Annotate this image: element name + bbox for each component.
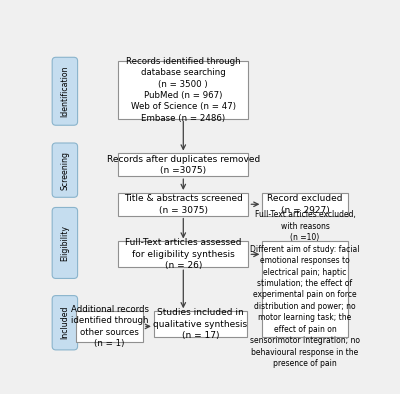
Text: Eligibility: Eligibility (60, 225, 69, 261)
Text: Full-Text articles assessed
for eligibility synthesis
(n = 26): Full-Text articles assessed for eligibil… (125, 238, 242, 270)
FancyBboxPatch shape (52, 296, 78, 350)
Text: Additional records
identified through
other sources
(n = 1): Additional records identified through ot… (71, 305, 149, 348)
Text: Included: Included (60, 306, 69, 340)
FancyBboxPatch shape (118, 193, 248, 216)
FancyBboxPatch shape (52, 208, 78, 279)
FancyBboxPatch shape (118, 154, 248, 176)
FancyBboxPatch shape (154, 311, 247, 337)
Text: Identification: Identification (60, 65, 69, 117)
FancyBboxPatch shape (76, 311, 143, 342)
FancyBboxPatch shape (262, 193, 348, 216)
FancyBboxPatch shape (118, 242, 248, 267)
FancyBboxPatch shape (52, 57, 78, 125)
Text: Full-Text articles excluded,
with reasons
(n =10)
Different aim of study: facial: Full-Text articles excluded, with reason… (250, 210, 360, 368)
FancyBboxPatch shape (118, 61, 248, 119)
Text: Records identified through
database searching
(n = 3500 )
PubMed (n = 967)
Web o: Records identified through database sear… (126, 57, 241, 123)
Text: Screening: Screening (60, 151, 69, 190)
Text: Studies included in
qualitative synthesis
(n = 17): Studies included in qualitative synthesi… (153, 308, 248, 340)
Text: Title & abstracts screened
(n = 3075): Title & abstracts screened (n = 3075) (124, 194, 243, 214)
FancyBboxPatch shape (52, 143, 78, 197)
FancyBboxPatch shape (262, 242, 348, 337)
Text: Records after duplicates removed
(n =3075): Records after duplicates removed (n =307… (107, 154, 260, 175)
Text: Record excluded
(n = 2927): Record excluded (n = 2927) (267, 194, 343, 214)
